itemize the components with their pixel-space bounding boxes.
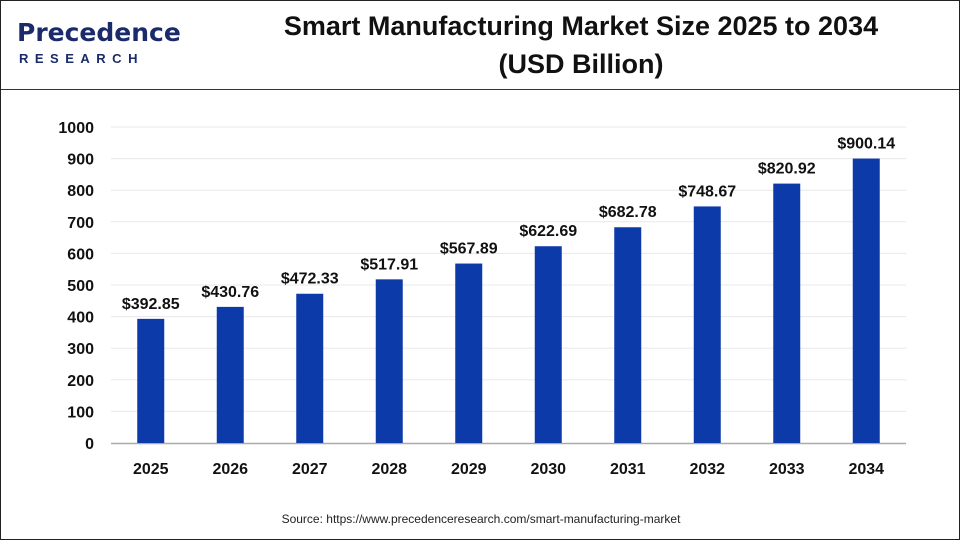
x-tick-label: 2028 [371, 461, 407, 478]
data-label: $567.89 [440, 241, 498, 258]
x-tick-label: 2034 [848, 461, 884, 478]
data-label: $820.92 [758, 161, 816, 178]
logo-text-sub: RESEARCH [19, 51, 144, 66]
bar-2026 [216, 306, 244, 443]
x-tick-label: 2029 [451, 461, 487, 478]
header-divider [1, 89, 959, 90]
bar-2028 [375, 279, 403, 443]
x-tick-label: 2025 [133, 461, 169, 478]
precedence-research-logo: Precedence RESEARCH [17, 19, 187, 69]
chart-title-line2: (USD Billion) [498, 49, 664, 79]
bar-2031 [614, 227, 642, 443]
data-label: $517.91 [360, 256, 418, 273]
x-tick-label: 2026 [212, 461, 248, 478]
y-tick-label: 300 [67, 341, 94, 358]
data-label: $900.14 [837, 136, 895, 153]
y-tick-label: 600 [67, 246, 94, 263]
y-tick-label: 200 [67, 373, 94, 390]
data-label: $392.85 [122, 296, 180, 313]
x-tick-label: 2033 [769, 461, 805, 478]
bar-2027 [296, 293, 324, 443]
data-label: $430.76 [201, 284, 259, 301]
bar-2033 [773, 183, 801, 443]
bar-2032 [693, 206, 721, 443]
y-tick-label: 800 [67, 183, 94, 200]
data-label: $622.69 [519, 223, 577, 240]
y-tick-label: 0 [85, 436, 94, 453]
data-label: $472.33 [281, 271, 339, 288]
y-tick-label: 1000 [58, 120, 94, 137]
y-tick-label: 500 [67, 278, 94, 295]
y-tick-label: 100 [67, 404, 94, 421]
data-label: $748.67 [678, 183, 736, 200]
bar-2025 [137, 318, 165, 443]
chart-title-line1: Smart Manufacturing Market Size 2025 to … [283, 11, 879, 41]
data-label: $682.78 [599, 204, 657, 221]
logo-text-main: Precedence [17, 18, 181, 47]
bar-2030 [534, 246, 562, 443]
chart-title: Smart Manufacturing Market Size 2025 to … [221, 7, 941, 83]
x-tick-label: 2032 [689, 461, 725, 478]
bar-2034 [852, 158, 880, 443]
bar-2029 [455, 263, 483, 443]
y-tick-label: 700 [67, 215, 94, 232]
x-tick-label: 2031 [610, 461, 646, 478]
x-tick-label: 2030 [530, 461, 566, 478]
y-tick-label: 400 [67, 310, 94, 327]
x-tick-label: 2027 [292, 461, 328, 478]
source-note: Source: https://www.precedenceresearch.c… [281, 512, 681, 526]
y-tick-label: 900 [67, 152, 94, 169]
